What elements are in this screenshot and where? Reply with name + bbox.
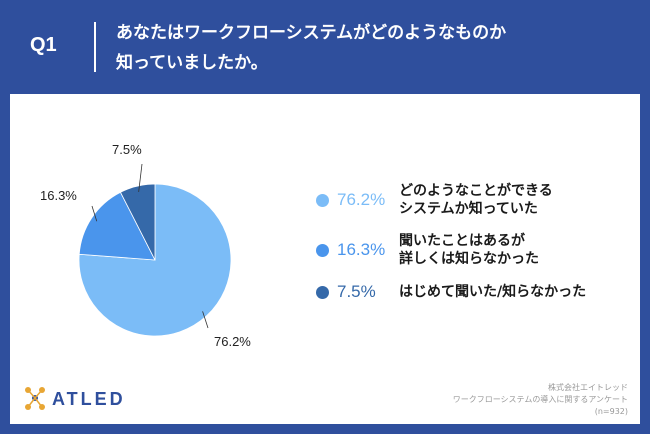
legend-value: 7.5% (337, 282, 376, 301)
leader-line (91, 205, 98, 222)
chart-panel: 76.2% 16.3% 7.5% 76.2% どのようなことができる システムか… (10, 94, 640, 424)
legend-value: 16.3% (337, 240, 386, 259)
pie-slice-first-time (119, 183, 156, 261)
legend-item-heard: 16.3% 聞いたことはあるが 詳しくは知らなかった (316, 232, 636, 268)
header-divider (94, 22, 96, 72)
question-line-2: 知っていましたか。 (116, 53, 268, 73)
question-header: Q1 あなたはワークフローシステムがどのようなものか 知っていましたか。 (0, 0, 650, 92)
legend-item-first-time: 7.5% はじめて聞いた/知らなかった (316, 282, 636, 302)
survey-name: ワークフローシステムの導入に関するアンケート (452, 395, 628, 404)
atled-logo-icon (25, 387, 45, 410)
legend-label: どのようなことができる システムか知っていた (399, 183, 553, 217)
legend-dot (316, 243, 329, 257)
legend-item-knew: 76.2% どのようなことができる システムか知っていた (316, 182, 636, 218)
slice-label-knew: 76.2% (214, 334, 251, 349)
question-number: Q1 (30, 34, 57, 56)
leader-line (202, 311, 209, 329)
source-note: 株式会社エイトレッド ワークフローシステムの導入に関するアンケート (n=932… (453, 382, 628, 418)
pie-slice-knew (78, 183, 232, 337)
pie-chart (78, 163, 232, 337)
question-line-1: あなたはワークフローシステムがどのようなものか (116, 23, 507, 43)
question-text: あなたはワークフローシステムがどのようなものか 知っていましたか。 (116, 18, 616, 78)
legend-label: はじめて聞いた/知らなかった (399, 284, 587, 300)
logo-text: ATLED (52, 388, 126, 409)
leader-line (138, 163, 143, 192)
pie-slice-heard (78, 191, 156, 261)
chart-legend: 76.2% どのようなことができる システムか知っていた 16.3% 聞いたこと… (316, 182, 636, 316)
legend-dot (316, 193, 329, 207)
sample-size: (n=932) (594, 407, 628, 416)
legend-dot (316, 285, 329, 299)
legend-value: 76.2% (337, 190, 386, 209)
slice-label-first-time: 7.5% (112, 142, 142, 157)
atled-logo: ATLED (24, 386, 126, 412)
legend-label: 聞いたことはあるが 詳しくは知らなかった (399, 233, 539, 267)
company-name: 株式会社エイトレッド (548, 383, 628, 392)
slice-label-heard: 16.3% (40, 188, 77, 203)
